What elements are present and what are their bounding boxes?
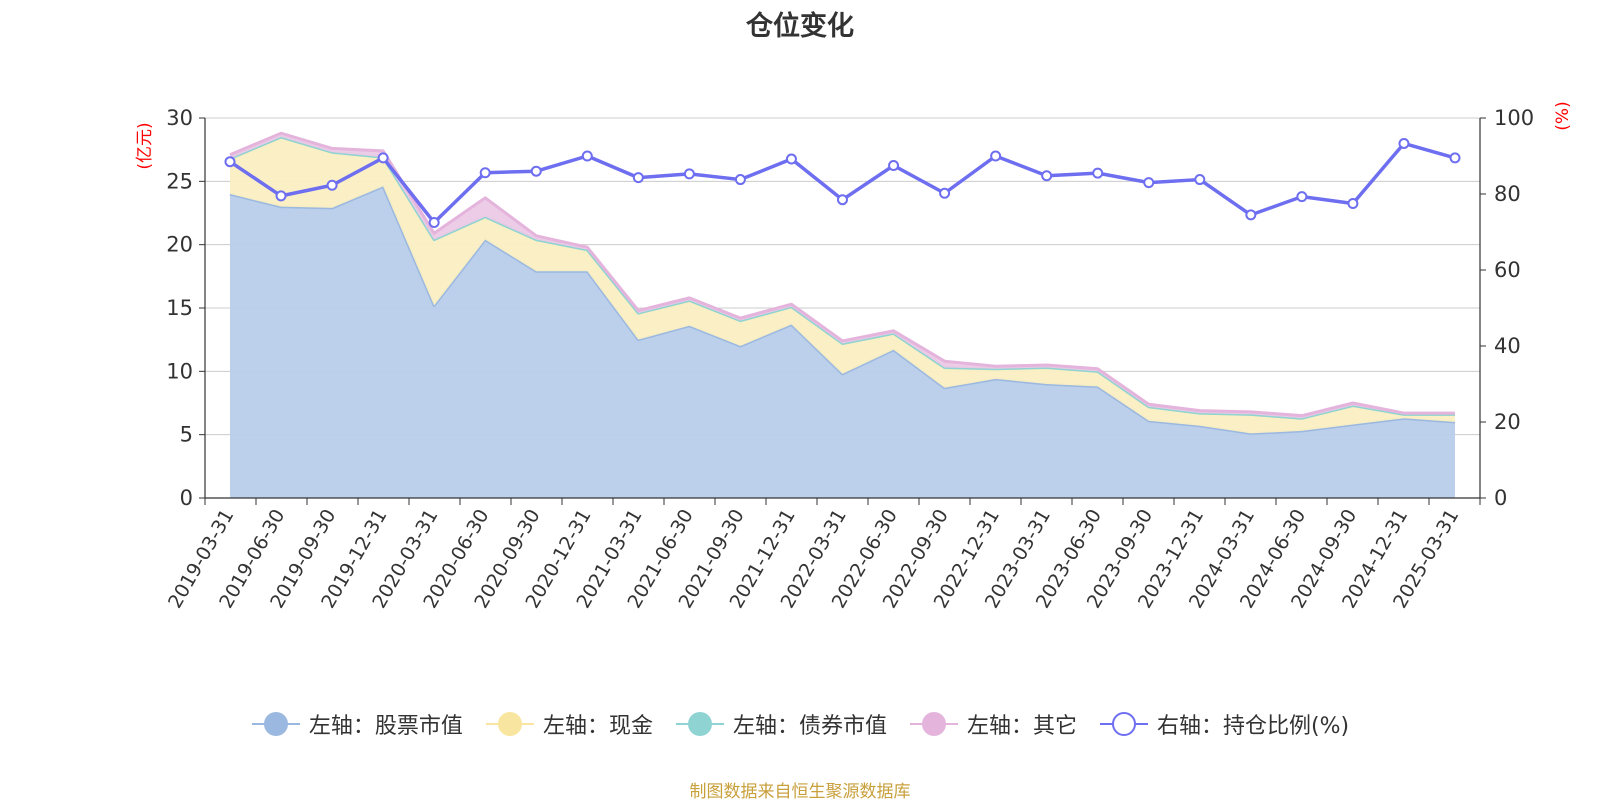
legend: 左轴：股票市值 左轴：现金 左轴：债券市值 左轴：其它 右轴：持仓比例(%)	[0, 708, 1600, 740]
right-tick-label: 20	[1494, 410, 1521, 434]
legend-label: 右轴：持仓比例(%)	[1156, 714, 1350, 739]
ratio-point	[785, 153, 797, 165]
legend-marker-icon	[485, 712, 534, 736]
left-tick-label: 25	[166, 169, 193, 193]
area-edge-other	[229, 131, 1455, 418]
ratio-point	[1194, 174, 1206, 186]
legend-label: 左轴：债券市值	[732, 714, 887, 739]
legend-item-ratio[interactable]: 右轴：持仓比例(%)	[1099, 708, 1349, 740]
legend-marker-icon	[251, 712, 300, 736]
ratio-point	[530, 165, 542, 177]
legend-item-bond[interactable]: 左轴：债券市值	[675, 708, 887, 740]
ratio-point	[939, 187, 951, 199]
area-stock	[230, 186, 1455, 498]
right-tick-label: 0	[1494, 486, 1507, 510]
ratio-point	[326, 179, 338, 191]
ratio-point	[1347, 198, 1359, 209]
legend-item-stock[interactable]: 左轴：股票市值	[251, 708, 463, 740]
ratio-point	[734, 174, 746, 186]
ratio-point	[1092, 167, 1104, 179]
axes	[199, 117, 1486, 505]
legend-label: 左轴：现金	[542, 714, 653, 739]
ratio-point	[888, 160, 900, 171]
right-tick-label: 80	[1494, 182, 1521, 206]
area-cash	[230, 137, 1455, 434]
left-tick-label: 0	[180, 486, 193, 510]
ratio-line	[224, 137, 1461, 228]
ratio-point	[990, 150, 1002, 162]
ratio-point	[224, 156, 236, 168]
legend-label: 左轴：其它	[966, 714, 1077, 739]
ratio-point	[1449, 152, 1461, 164]
ratio-point	[683, 168, 695, 180]
legend-label: 左轴：股票市值	[308, 714, 463, 739]
right-tick-label: 40	[1494, 334, 1521, 358]
ratio-point	[1398, 137, 1410, 149]
left-tick-label: 5	[180, 423, 193, 447]
ratio-point	[428, 217, 440, 228]
source-note: 制图数据来自恒生聚源数据库	[689, 782, 911, 802]
legend-marker-icon	[675, 712, 724, 736]
ratio-point	[581, 150, 593, 162]
ratio-point	[479, 167, 491, 179]
legend-item-other[interactable]: 左轴：其它	[909, 708, 1077, 740]
right-axis-unit: (%)	[1553, 101, 1573, 130]
stacked-areas	[229, 131, 1456, 498]
legend-marker-icon	[909, 712, 958, 736]
legend-item-cash[interactable]: 左轴：现金	[485, 708, 653, 740]
ratio-point	[1041, 170, 1053, 182]
right-tick-label: 100	[1494, 106, 1534, 130]
left-tick-label: 15	[166, 296, 193, 320]
chart-title: 仓位变化	[746, 11, 854, 42]
left-tick-label: 20	[166, 233, 193, 257]
ratio-point	[1296, 191, 1308, 203]
ratio-point	[275, 190, 287, 202]
ratio-point	[837, 194, 848, 206]
right-tick-label: 60	[1494, 258, 1521, 282]
ratio-point	[1143, 177, 1155, 189]
left-tick-label: 10	[166, 359, 193, 383]
left-axis-unit: (亿元)	[135, 122, 155, 169]
ratio-point	[377, 152, 389, 164]
ratio-point	[1245, 209, 1257, 221]
legend-marker-icon	[1099, 712, 1148, 736]
position-change-chart: 0510152025300204060801002019-03-312019-0…	[135, 101, 1573, 612]
left-tick-label: 30	[166, 106, 193, 130]
ratio-point	[632, 172, 644, 184]
